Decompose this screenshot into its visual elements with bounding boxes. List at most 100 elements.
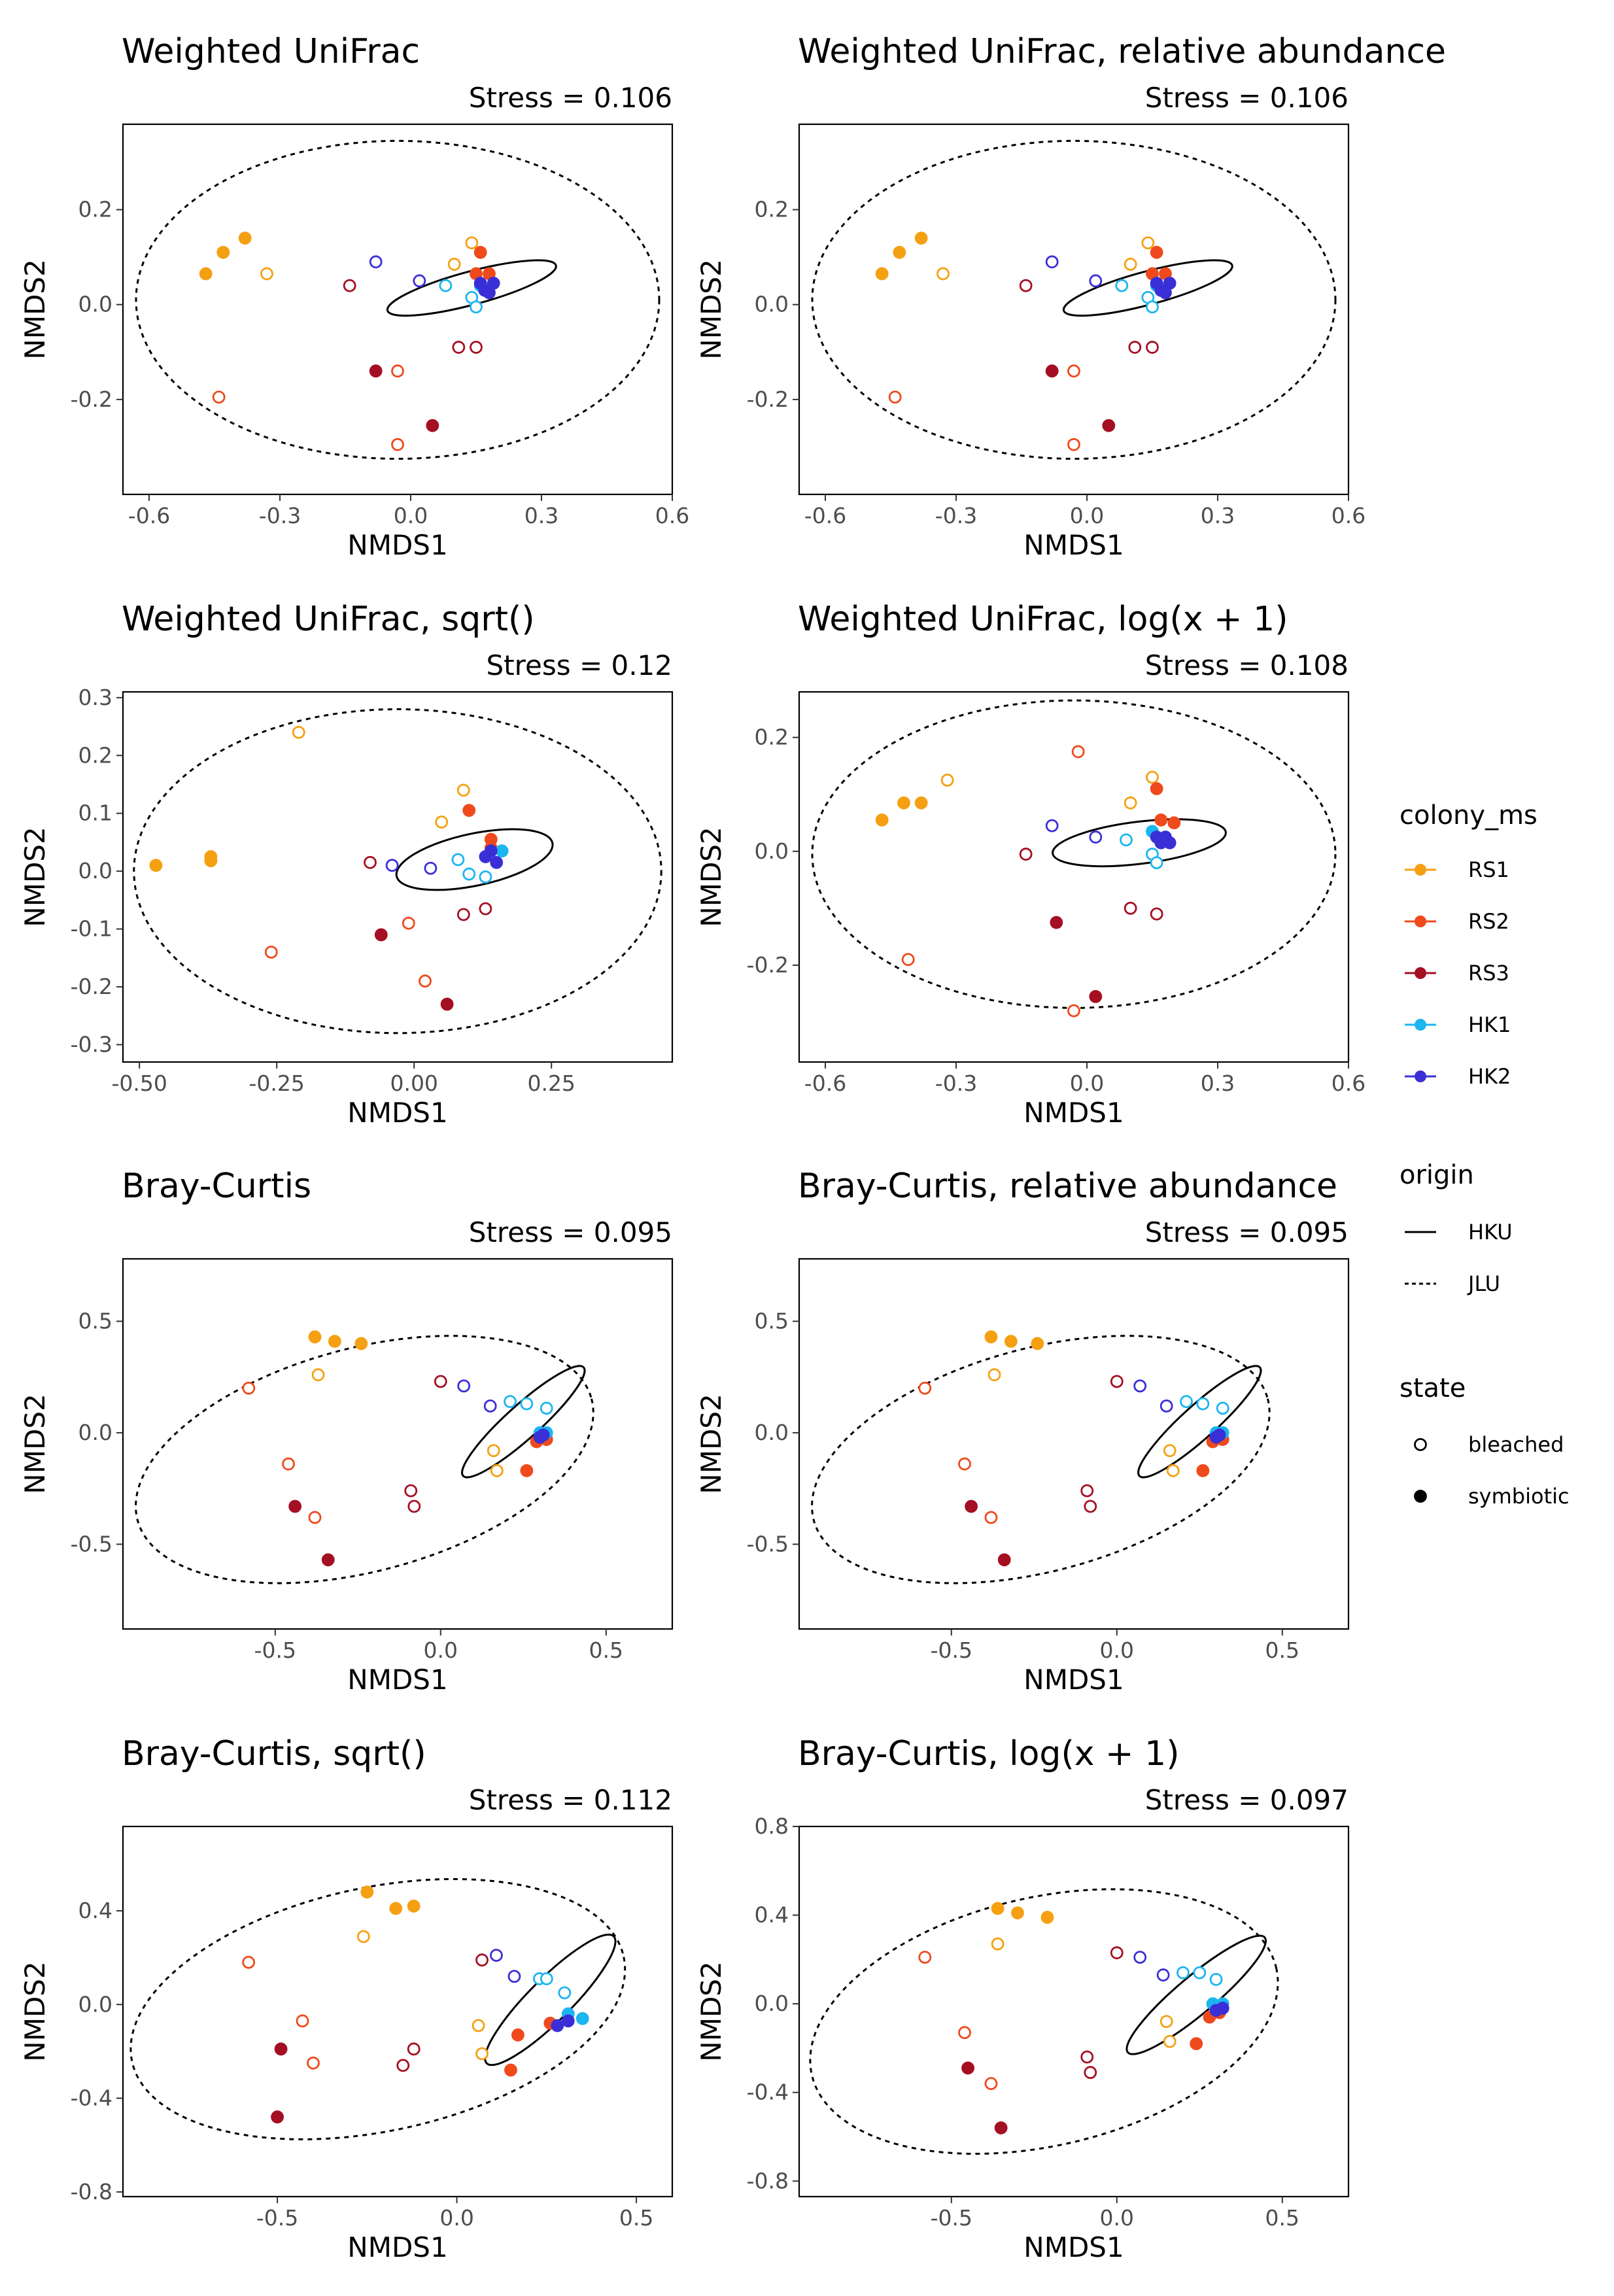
data-point-HK2-bleached [424,861,438,875]
data-point-RS3-bleached [479,902,492,916]
panel-title: Bray-Curtis, relative abundance [798,1167,1337,1206]
data-point-HK1-bleached [451,853,465,866]
y-axis-label: NMDS2 [695,1394,727,1494]
data-point-HK1-bleached [1120,833,1133,847]
data-point-RS1-symbiotic [199,267,213,281]
data-point-RS3-bleached [396,2059,410,2072]
data-point-HK2-symbiotic [551,2019,564,2032]
data-point-HK1-bleached [558,1986,572,2000]
y-axis-label: NMDS2 [695,1961,727,2061]
data-point-RS1-bleached [1166,1464,1180,1477]
data-point-HK2-bleached [1089,831,1103,844]
stress-label: Stress = 0.106 [469,82,672,114]
panel-4: Weighted UniFrac, log(x + 1) Stress = 0.1… [695,600,1365,1129]
y-tick-label: -0.4 [71,2085,112,2111]
data-point-RS2-bleached [888,390,902,404]
data-point-HK2-bleached [369,255,383,269]
x-axis-label: NMDS1 [1023,1664,1124,1696]
data-point-HK1-bleached [1216,1401,1229,1415]
data-point-HK2-symbiotic [1163,277,1176,290]
data-point-RS1-bleached [940,774,954,787]
data-point-RS2-bleached [958,2026,971,2040]
x-tick-label: -0.5 [931,2205,972,2231]
data-point-RS3-symbiotic [321,1553,335,1567]
data-point-RS3-symbiotic [271,2110,284,2124]
ellipse-hku [395,828,554,891]
panel-3: Weighted UniFrac, sqrt() Stress = 0.12 -0.… [19,600,674,1129]
data-point-HK2-bleached [483,1399,497,1413]
ellipse-hku [1052,818,1227,868]
plot-data [135,139,661,460]
stress-label: Stress = 0.095 [469,1216,672,1248]
data-point-RS2-symbiotic [504,2063,517,2077]
data-point-RS3-bleached [456,908,470,921]
data-point-RS1-bleached [465,236,479,250]
data-point-HK2-bleached [490,1949,503,1962]
data-point-RS2-symbiotic [462,804,476,817]
data-point-RS1-symbiotic [360,1885,374,1899]
data-point-HK2-bleached [1045,255,1059,269]
data-point-HK2-symbiotic [561,2014,575,2028]
y-tick-label: 0.4 [78,1898,112,1923]
data-point-HK2-bleached [385,859,399,872]
ellipse-jlu [811,139,1337,460]
data-point-RS1-symbiotic [875,814,889,827]
data-point-HK2-symbiotic [1163,836,1176,849]
x-tick-label: -0.5 [254,1637,296,1663]
plot-data [135,1330,594,1585]
data-point-RS3-bleached [343,279,356,292]
data-point-RS2-bleached [264,946,278,959]
data-point-RS1-bleached [987,1368,1001,1382]
x-tick-label: 0.5 [619,2205,653,2231]
data-point-RS1-bleached [490,1464,504,1477]
plot-data [811,139,1337,460]
y-axis-label: NMDS2 [19,259,51,359]
legend-label-symbiotic: symbiotic [1468,1484,1570,1509]
plot-frame [798,123,1350,496]
data-point-RS2-bleached [419,974,432,988]
x-tick-label: -0.6 [804,503,846,528]
legend-label-HK1: HK1 [1468,1012,1511,1037]
x-axis-label: NMDS1 [347,2231,447,2263]
legend-label-HK2: HK2 [1468,1064,1511,1089]
data-point-RS1-symbiotic [238,231,252,245]
y-tick-label: 0.0 [755,1420,789,1445]
data-point-HK1-bleached [1196,1397,1210,1411]
x-tick-label: 0.0 [424,1637,458,1663]
data-point-HK2-symbiotic [490,855,504,869]
data-point-RS1-symbiotic [216,246,230,259]
y-tick-label: -0.2 [747,952,789,978]
data-point-RS2-symbiotic [1154,814,1168,827]
legend-marker-HK1 [1415,1019,1426,1031]
legend-label-bleached: bleached [1468,1432,1564,1457]
panel-title: Bray-Curtis [122,1167,311,1206]
data-point-HK1-symbiotic [575,2012,589,2025]
data-point-RS1-bleached [475,2047,489,2061]
data-point-RS3-bleached [407,1499,421,1513]
stress-label: Stress = 0.106 [1145,82,1348,114]
stress-label: Stress = 0.097 [1145,1784,1348,1816]
y-tick-label: 0.2 [755,197,789,222]
data-point-RS3-symbiotic [369,364,383,378]
legend-marker-RS1 [1415,864,1426,876]
panel-title: Weighted UniFrac [122,32,420,71]
data-point-RS3-symbiotic [426,419,439,432]
x-tick-label: 0.25 [527,1071,575,1096]
data-point-RS2-bleached [282,1457,295,1471]
data-point-RS2-bleached [984,2077,998,2091]
stress-label: Stress = 0.12 [487,649,672,681]
data-point-RS1-bleached [1163,2034,1176,2048]
y-tick-label: 0.5 [755,1308,789,1333]
y-tick-label: 0.8 [755,1813,789,1839]
data-point-RS1-symbiotic [875,267,889,281]
y-tick-label: -0.8 [71,2179,112,2204]
panel-title: Bray-Curtis, sqrt() [122,1734,426,1773]
data-point-RS3-symbiotic [997,1553,1011,1567]
plot-frame [122,1258,674,1630]
data-point-HK1-bleached [1146,300,1159,314]
data-point-HK1-bleached [1180,1395,1193,1409]
data-point-RS1-symbiotic [914,796,928,810]
data-point-HK1-bleached [470,300,483,314]
data-point-RS2-bleached [307,2056,320,2070]
data-point-RS1-bleached [936,267,950,281]
